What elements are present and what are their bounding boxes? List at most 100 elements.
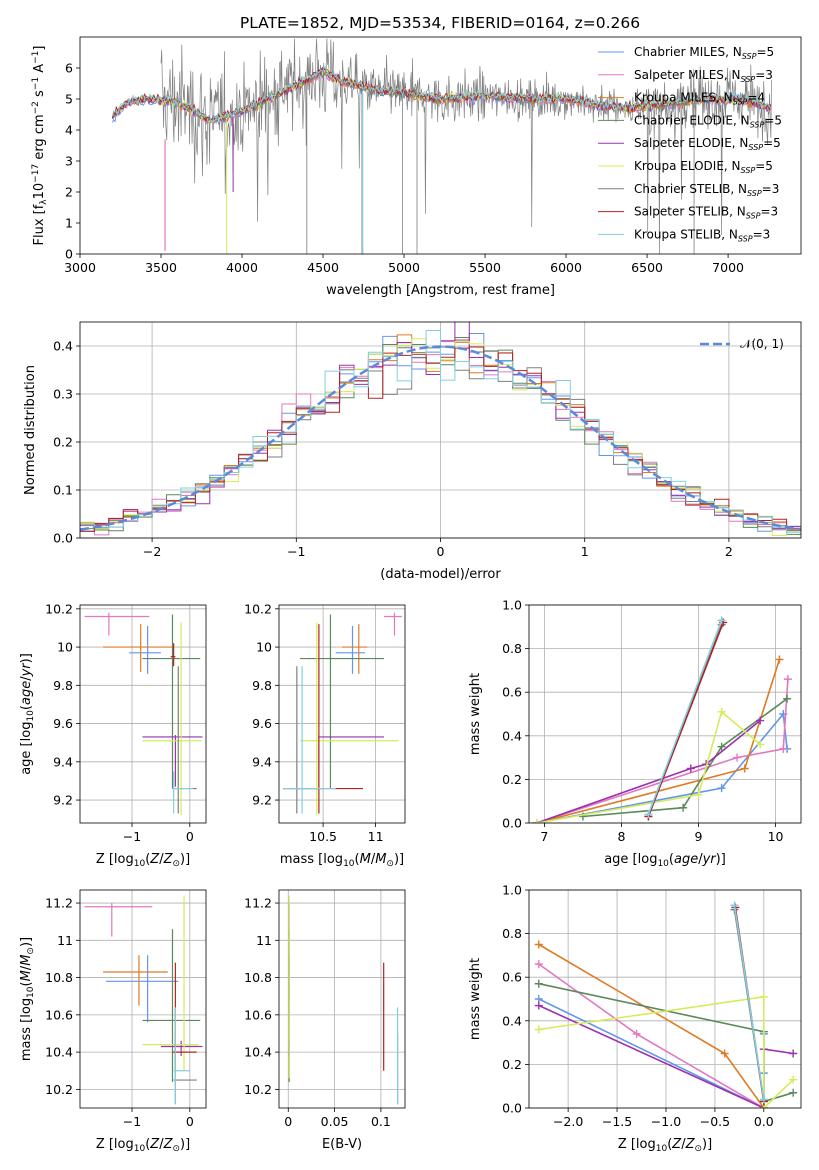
- x-tick-label: 5000: [388, 260, 420, 275]
- y-axis-label: age [log10(age/yr)]: [19, 653, 36, 775]
- x-tick-label: 4500: [307, 260, 339, 275]
- errorbar-point: [173, 1007, 190, 1105]
- weight-series-line: [647, 622, 724, 817]
- weight-marker: [534, 1025, 543, 1034]
- weight-series-line: [647, 620, 723, 815]
- y-tick-label: 10: [57, 640, 73, 655]
- y-tick-label: 9.8: [252, 678, 272, 693]
- legend-entry: Salpeter STELIB, NSSP=3: [634, 205, 778, 221]
- x-tick-label: −0.5: [700, 1114, 730, 1129]
- weight_vs_Z-plot: [534, 901, 798, 1108]
- age_vs_Z-plot: [84, 612, 203, 816]
- weight-marker: [632, 1029, 641, 1038]
- axes-frame: [278, 604, 406, 824]
- weight-marker: [740, 764, 749, 773]
- errorbar-point: [300, 614, 384, 789]
- errorbar-point: [342, 624, 368, 674]
- y-axis-label: mass [log10(M/M⊙)]: [19, 937, 36, 1061]
- weight-series-line: [536, 719, 761, 823]
- y-tick-label: 10.4: [244, 1045, 272, 1060]
- y-tick-label: 11.2: [45, 896, 73, 911]
- y-tick-label: 9.8: [53, 678, 73, 693]
- weight-marker: [783, 675, 792, 684]
- weight_vs_Z-panel: −2.0 −1.5 −1.0 −0.5 0.0 0.0 0.2 0.4 0.6 0.8 1.0 Z […: [468, 883, 802, 1154]
- errorbar-point: [129, 626, 161, 674]
- errorbar-point: [142, 895, 199, 1071]
- weight-marker: [534, 960, 543, 969]
- weight-series-line: [536, 659, 781, 823]
- weight-marker: [756, 716, 765, 725]
- weight-series-line: [536, 712, 788, 823]
- errorbar-point: [170, 643, 176, 667]
- y-tick-label: 1: [65, 216, 73, 231]
- y-tick-label: 0.0: [502, 816, 522, 831]
- y-tick-label: 10.6: [244, 1007, 272, 1022]
- x-tick-label: −1: [123, 829, 141, 844]
- axes-frame: [79, 604, 207, 824]
- x-tick-label: −1: [123, 1114, 141, 1129]
- axes-frame: [528, 604, 802, 824]
- x-tick-label: 3500: [145, 260, 177, 275]
- x-tick-label: 0: [284, 1114, 292, 1129]
- weight-marker: [679, 803, 688, 812]
- y-tick-label: 0.4: [502, 728, 522, 743]
- model-spectrum: [111, 66, 772, 122]
- x-tick-label: 1: [581, 544, 589, 559]
- errorbar-point: [142, 735, 203, 787]
- weight-series-line: [538, 995, 794, 1108]
- weight-marker: [644, 810, 653, 819]
- weight-series-line: [538, 998, 765, 1108]
- y-tick-label: 0.4: [502, 1013, 522, 1028]
- x-tick-label: 0.0: [754, 1114, 774, 1129]
- spectrum-panel: 3000 3500 4000 4500 5000 5500 6000 6500 7000 0 1 2 3…: [31, 36, 802, 298]
- errorbar-point: [384, 612, 402, 636]
- y-tick-label: 5: [65, 92, 73, 107]
- legend-entry: Salpeter MILES, NSSP=3: [634, 68, 773, 84]
- errorbar-point: [172, 666, 197, 814]
- y-axis-label: mass weight: [468, 673, 483, 755]
- x-tick-label: 0: [186, 1114, 194, 1129]
- y-tick-label: 4: [65, 123, 73, 138]
- errorbar-point: [318, 735, 384, 787]
- y-tick-label: 9.6: [252, 716, 272, 731]
- mass_vs_ebv-panel: 0 0.05 0.1 10.2 10.4 10.6 10.8 11 11.2 E(B-V): [244, 889, 406, 1152]
- axes-frame: [79, 889, 207, 1109]
- weight-marker: [759, 1095, 768, 1104]
- weight-marker: [789, 1075, 798, 1084]
- y-tick-label: 10.4: [45, 1045, 73, 1060]
- x-tick-label: 11: [368, 829, 384, 844]
- weight-marker: [775, 655, 784, 664]
- y-tick-label: 10: [256, 640, 272, 655]
- y-tick-label: 1.0: [502, 598, 522, 613]
- errorbar-point: [142, 622, 202, 816]
- y-tick-label: 0.1: [53, 483, 73, 498]
- x-tick-label: −2: [143, 544, 161, 559]
- weight-marker: [730, 901, 739, 910]
- spectrum-plot: [111, 38, 772, 254]
- legend-entry: Chabrier ELODIE, NSSP=5: [634, 113, 782, 129]
- y-tick-label: 0.8: [502, 926, 522, 941]
- x-tick-label: −1: [287, 544, 305, 559]
- errorbar-point: [106, 955, 179, 1023]
- weight-series-line: [536, 710, 761, 823]
- weight-series-line: [538, 943, 765, 1108]
- x-tick-label: 0: [437, 544, 445, 559]
- weight_vs_age-plot: [532, 616, 792, 823]
- y-tick-label: 10.6: [45, 1007, 73, 1022]
- y-tick-label: 0.8: [502, 641, 522, 656]
- errorbar-point: [335, 626, 366, 674]
- errorbar-point: [142, 614, 201, 789]
- y-tick-label: 0.2: [502, 772, 522, 787]
- weight-marker: [534, 940, 543, 949]
- errorbar-point: [160, 1040, 203, 1056]
- normal-reference-curve: [80, 345, 801, 531]
- y-tick-label: 6: [65, 61, 73, 76]
- weight-marker: [783, 694, 792, 703]
- x-tick-label: 10.5: [309, 829, 337, 844]
- axes-frame: [278, 889, 406, 1109]
- x-tick-label: 6500: [631, 260, 663, 275]
- weight-marker: [717, 616, 726, 625]
- x-tick-label: 3000: [64, 260, 96, 275]
- weight-marker: [717, 742, 726, 751]
